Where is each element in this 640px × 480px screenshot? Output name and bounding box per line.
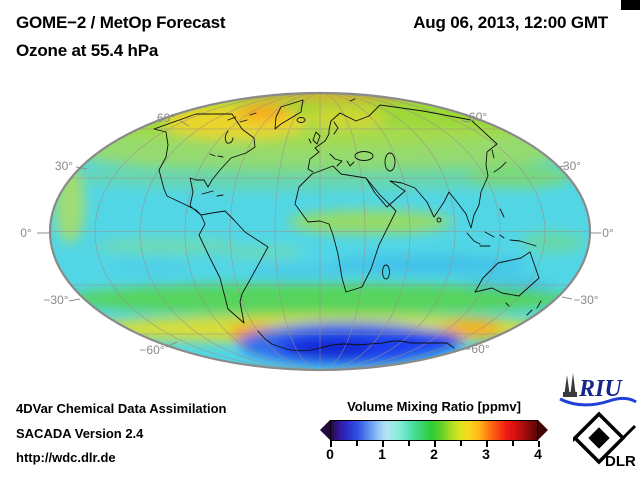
footer-line-assimilation: 4DVar Chemical Data Assimilation (16, 401, 227, 416)
colorbar-tick (538, 441, 540, 447)
lat-label-left-30s: −30° (43, 293, 68, 307)
colorbar-tick-label-0: 0 (326, 446, 334, 462)
dlr-text: DLR (605, 453, 636, 468)
lat-label-right-30s: −30° (573, 293, 598, 307)
dlr-emblem-icon (573, 411, 637, 465)
map-outline (48, 91, 592, 372)
colorbar-right-arrow-icon (538, 420, 548, 440)
colorbar-tick (460, 441, 462, 446)
lat-label-left-0: 0° (20, 226, 32, 240)
riu-logo: RIU (559, 373, 637, 407)
colorbar-gradient (330, 420, 538, 441)
page-title: GOME−2 / MetOp Forecast (16, 13, 226, 32)
colorbar-tick-label-2: 2 (430, 446, 438, 462)
colorbar-tick (512, 441, 514, 446)
colorbar-tick (486, 441, 488, 447)
footer-line-version: SACADA Version 2.4 (16, 426, 144, 441)
colorbar-tick (408, 441, 410, 446)
riu-wave-icon (559, 397, 637, 407)
colorbar-tick (382, 441, 384, 447)
colorbar-left-arrow-icon (320, 420, 330, 440)
colorbar-tick-label-4: 4 (534, 446, 542, 462)
riu-cathedral-icon (563, 373, 577, 397)
lat-label-left-30n: 30° (55, 159, 73, 173)
lat-label-right-0: 0° (602, 226, 614, 240)
lat-label-right-60s: −60° (464, 342, 489, 356)
lat-label-left-60s: −60° (139, 343, 164, 357)
colorbar-tick (434, 441, 436, 447)
timestamp-label: Aug 06, 2013, 12:00 GMT (413, 13, 608, 32)
colorbar-title: Volume Mixing Ratio [ppmv] (347, 399, 521, 414)
colorbar-tick (330, 441, 332, 447)
lat-label-left-60n: 60° (157, 111, 175, 125)
colorbar-tick (356, 441, 358, 446)
colorbar-tick-label-3: 3 (482, 446, 490, 462)
lat-label-right-60n: 60° (469, 110, 487, 124)
graticule (50, 93, 590, 370)
page-subtitle: Ozone at 55.4 hPa (16, 41, 159, 60)
footer-line-url: http://wdc.dlr.de (16, 450, 116, 465)
corner-black-box (621, 0, 640, 10)
colorbar-tick-label-1: 1 (378, 446, 386, 462)
lat-ticks (37, 119, 601, 348)
coastlines (153, 98, 542, 352)
dlr-logo: DLR (573, 411, 637, 468)
lat-label-right-30n: 30° (563, 159, 581, 173)
